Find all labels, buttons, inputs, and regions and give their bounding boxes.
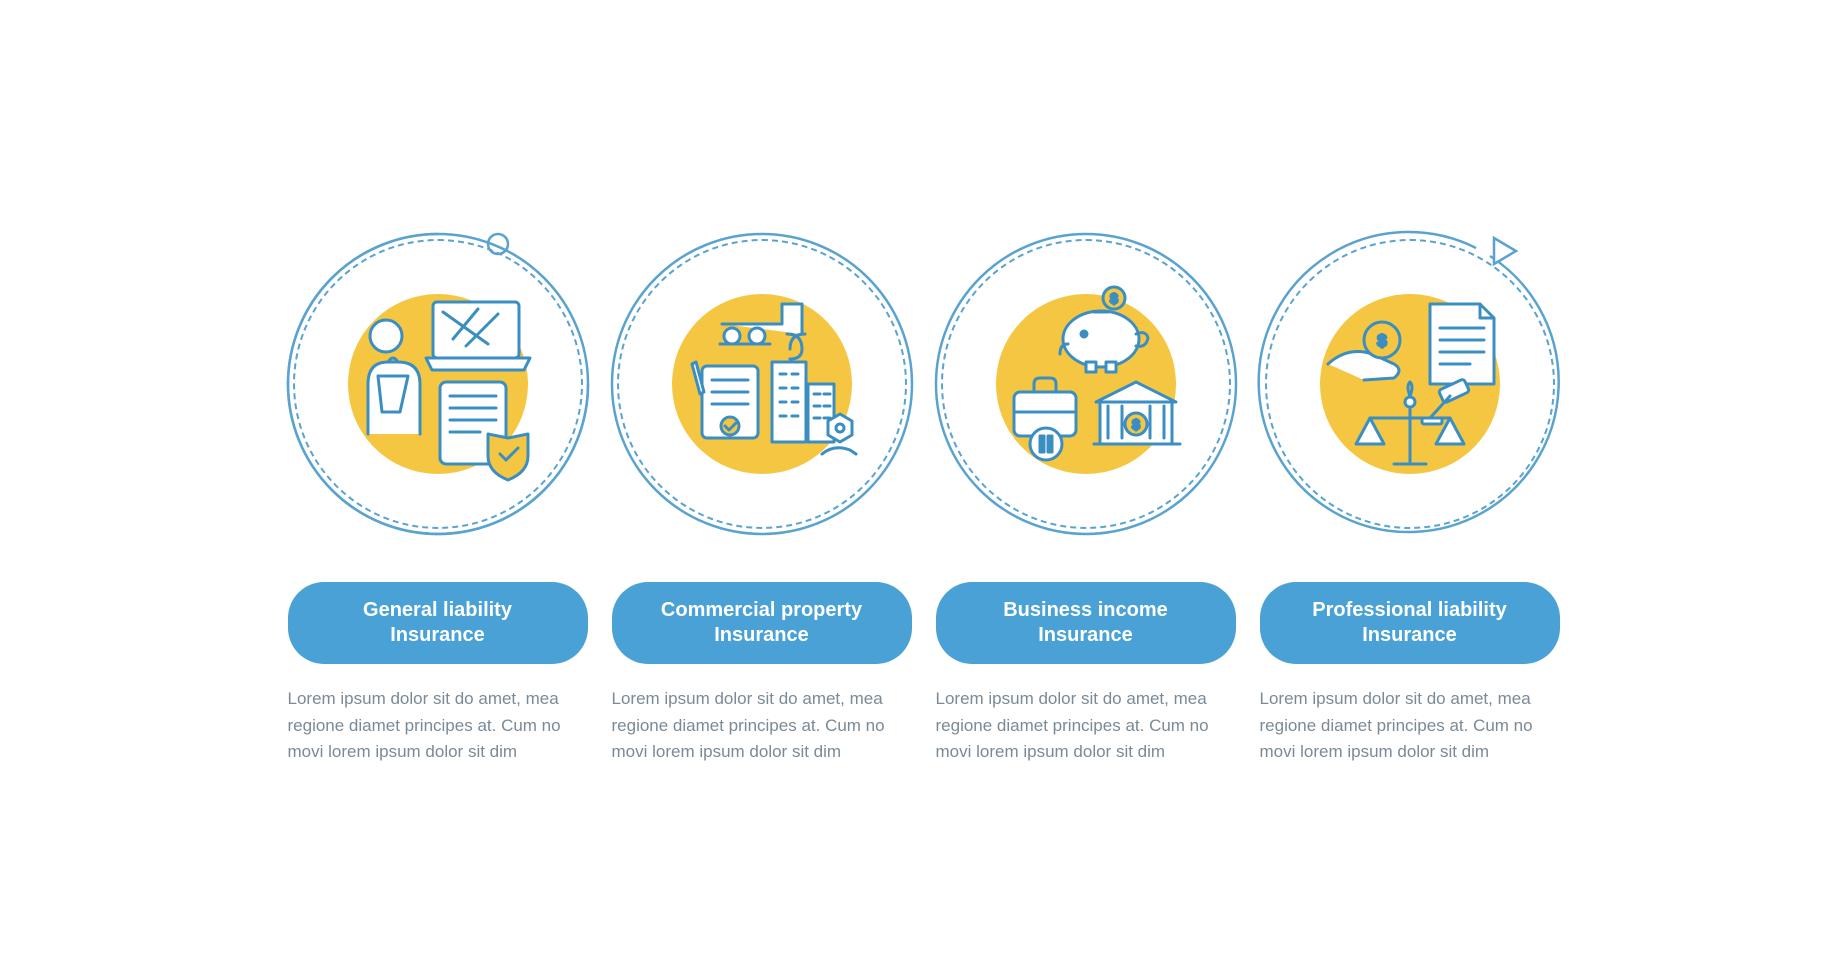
title-pill: Business income Insurance [936,582,1236,664]
circle-frame [592,214,932,554]
title-line2: Insurance [966,623,1206,648]
flow-end-arrow-icon [1494,238,1516,264]
title-line2: Insurance [642,623,882,648]
infographic-row: General liability Insurance Lorem ipsum … [276,214,1572,765]
title-line2: Insurance [318,623,558,648]
business-income-icon: $ $ [986,284,1186,484]
title-pill: Professional liability Insurance [1260,582,1560,664]
description-text: Lorem ipsum dolor sit do amet, mea regio… [936,686,1236,765]
title-line2: Insurance [1290,623,1530,648]
general-liability-icon [338,284,538,484]
title-pill: Commercial property Insurance [612,582,912,664]
title-line1: General liability [318,598,558,623]
title-line1: Business income [966,598,1206,623]
description-text: Lorem ipsum dolor sit do amet, mea regio… [288,686,588,765]
description-text: Lorem ipsum dolor sit do amet, mea regio… [612,686,912,765]
circle-frame: $ $ [916,214,1256,554]
svg-text:$: $ [1377,333,1386,350]
title-pill: General liability Insurance [288,582,588,664]
svg-text:$: $ [1110,291,1118,306]
commercial-property-icon [662,284,862,484]
description-text: Lorem ipsum dolor sit do amet, mea regio… [1260,686,1560,765]
circle-frame [268,214,608,554]
svg-text:$: $ [1132,417,1140,432]
infographic-item: $ $ Business income [906,214,1266,765]
circle-frame: $ [1240,214,1580,554]
infographic-item: General liability Insurance Lorem ipsum … [258,214,618,765]
title-line1: Commercial property [642,598,882,623]
professional-liability-icon: $ [1310,284,1510,484]
title-line1: Professional liability [1290,598,1530,623]
infographic-item: $ Professional liability Insur [1230,214,1590,765]
infographic-item: Commercial property Insurance Lorem ipsu… [582,214,942,765]
